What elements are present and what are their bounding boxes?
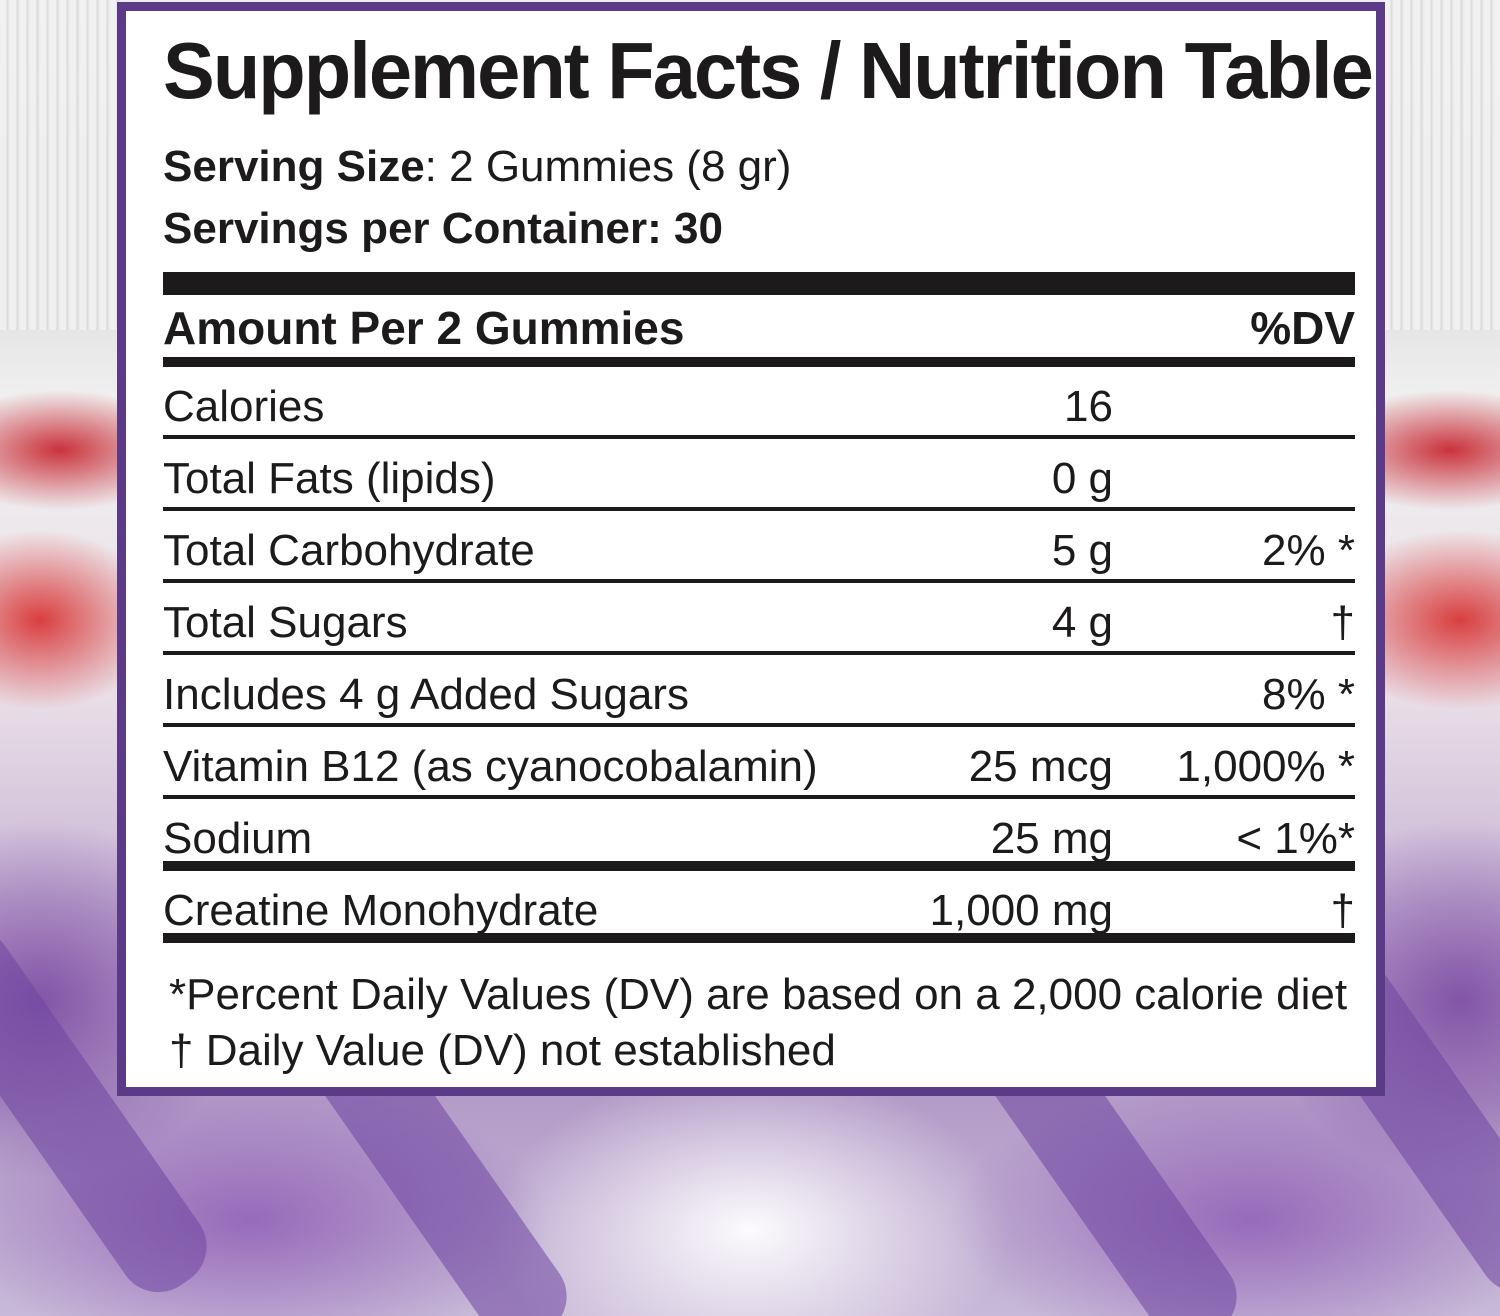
table-row: Total Sugars 4 g †: [163, 583, 1355, 655]
supplement-facts-panel: Supplement Facts / Nutrition Table Servi…: [117, 2, 1385, 1096]
nutrient-amount: 16: [1064, 382, 1113, 431]
nutrient-dv: 1,000% *: [1176, 742, 1355, 791]
serving-size: Serving Size: 2 Gummies (8 gr): [163, 145, 791, 189]
header-dv: %DV: [1250, 302, 1355, 354]
table-row: Vitamin B12 (as cyanocobalamin) 25 mcg 1…: [163, 727, 1355, 799]
header-divider-bar: [163, 357, 1355, 367]
table-row: Creatine Monohydrate 1,000 mg †: [163, 871, 1355, 943]
nutrient-table: Calories 16 Total Fats (lipids) 0 g Tota…: [163, 367, 1355, 943]
nutrient-name: Sodium: [163, 814, 313, 863]
nutrient-name: Includes 4 g Added Sugars: [163, 670, 689, 719]
nutrient-amount: 25 mg: [990, 814, 1113, 863]
nutrient-amount: 4 g: [1051, 598, 1113, 647]
nutrient-dv: < 1%*: [1236, 814, 1355, 863]
nutrient-name: Total Fats (lipids): [163, 454, 496, 503]
footnote-percent-dv: *Percent Daily Values (DV) are based on …: [169, 970, 1348, 1019]
servings-per-container: Servings per Container: 30: [163, 204, 723, 253]
nutrient-dv: 2% *: [1262, 526, 1355, 575]
nutrient-dv: †: [1330, 886, 1355, 935]
table-row: Total Carbohydrate 5 g 2% *: [163, 511, 1355, 583]
bottle-cap-left: [0, 0, 120, 330]
table-row: Sodium 25 mg < 1%*: [163, 799, 1355, 871]
nutrient-amount: 5 g: [1051, 526, 1113, 575]
nutrient-name: Creatine Monohydrate: [163, 886, 599, 935]
top-divider-bar: [163, 272, 1355, 295]
nutrient-name: Total Carbohydrate: [163, 526, 535, 575]
serving-size-label: Serving Size: [163, 142, 425, 191]
header-amount: Amount Per 2 Gummies: [163, 302, 685, 354]
serving-size-value: : 2 Gummies (8 gr): [424, 142, 792, 191]
label-title: Supplement Facts / Nutrition Table: [163, 26, 1374, 115]
table-row: Includes 4 g Added Sugars 8% *: [163, 655, 1355, 727]
table-row: Total Fats (lipids) 0 g: [163, 439, 1355, 511]
nutrient-amount: 1,000 mg: [929, 886, 1113, 935]
nutrient-name: Calories: [163, 382, 325, 431]
nutrient-name: Vitamin B12 (as cyanocobalamin): [163, 742, 818, 791]
footnotes: *Percent Daily Values (DV) are based on …: [169, 967, 1347, 1079]
footnote-dv-not-established: † Daily Value (DV) not established: [169, 1026, 836, 1075]
table-row: Calories 16: [163, 367, 1355, 439]
nutrient-dv: 8% *: [1262, 670, 1355, 719]
table-header: Amount Per 2 Gummies %DV: [163, 301, 1355, 355]
nutrient-amount: 25 mcg: [968, 742, 1113, 791]
bottle-cap-right: [1384, 0, 1500, 330]
nutrient-dv: †: [1330, 598, 1355, 647]
nutrient-name: Total Sugars: [163, 598, 408, 647]
nutrient-amount: 0 g: [1051, 454, 1113, 503]
